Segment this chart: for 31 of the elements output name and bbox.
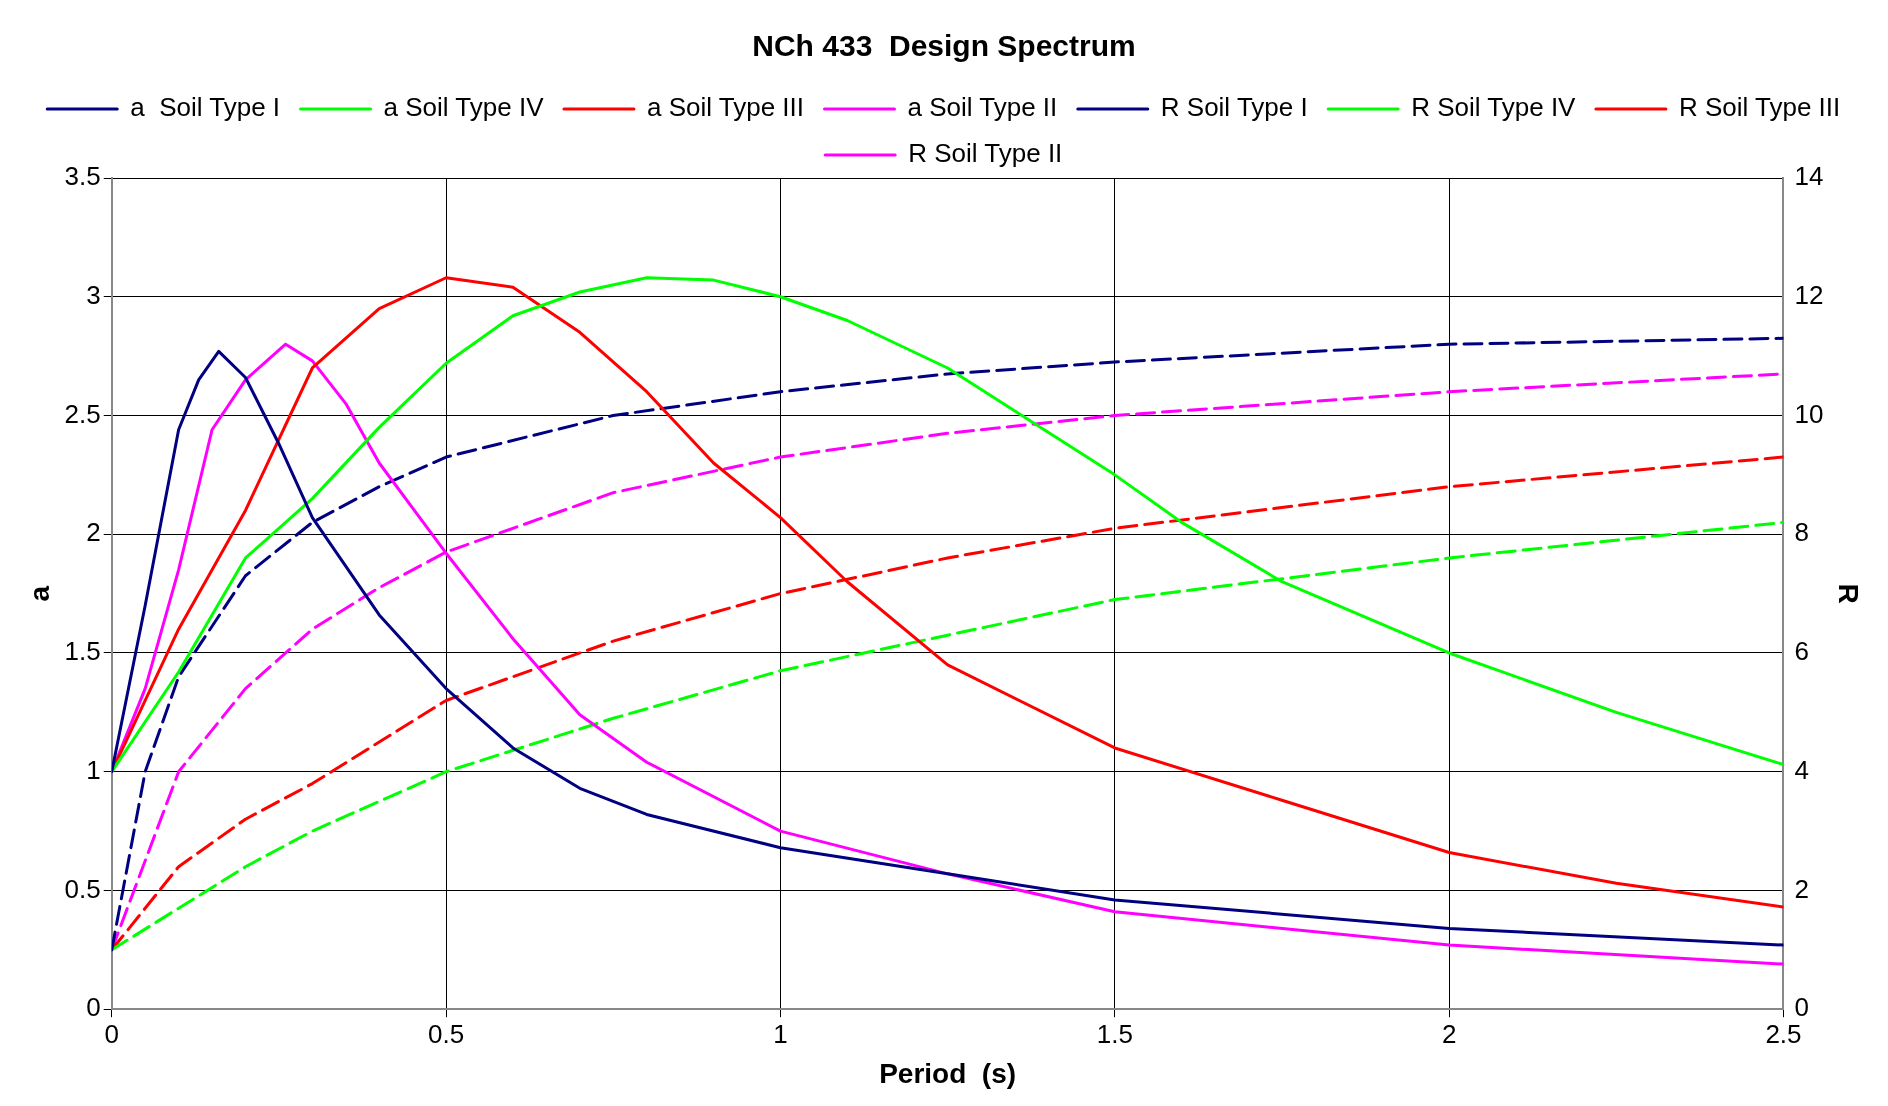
legend-label: R Soil Type III xyxy=(1678,92,1841,123)
x-tick-label: 1.5 xyxy=(1096,1018,1133,1049)
y-tick-label: 3.5 xyxy=(64,161,101,192)
y-tick-label: 1.5 xyxy=(64,636,101,667)
x-axis-title: Period (s) xyxy=(879,1057,1017,1089)
y2-tick-label: 12 xyxy=(1794,279,1824,310)
y2-tick-label: 14 xyxy=(1794,161,1824,192)
y2-axis-title: R xyxy=(1833,583,1865,604)
y2-tick-label: 2 xyxy=(1794,873,1809,904)
x-tick-label: 2 xyxy=(1441,1018,1457,1049)
x-tick-label: 0.5 xyxy=(428,1018,465,1049)
legend-label: R Soil Type IV xyxy=(1411,92,1577,123)
y-tick-label: 0 xyxy=(86,992,101,1023)
legend-label: R Soil Type II xyxy=(908,138,1063,169)
legend-label: a Soil Type II xyxy=(907,92,1058,123)
y-tick-label: 3 xyxy=(86,279,101,310)
y-tick-label: 0.5 xyxy=(64,873,101,904)
legend-label: a Soil Type III xyxy=(646,92,805,123)
y2-tick-label: 10 xyxy=(1794,398,1824,429)
y-tick-label: 1 xyxy=(86,754,101,785)
y-axis-title: a xyxy=(23,585,55,602)
legend-label: a Soil Type I xyxy=(130,92,281,123)
y2-tick-label: 6 xyxy=(1794,636,1809,667)
y2-tick-label: 4 xyxy=(1794,754,1809,785)
y-tick-label: 2 xyxy=(86,517,101,548)
legend-label: R Soil Type I xyxy=(1160,92,1308,123)
y-tick-label: 2.5 xyxy=(64,398,101,429)
chart-title: NCh 433 Design Spectrum xyxy=(752,29,1136,63)
y2-tick-label: 8 xyxy=(1794,517,1809,548)
legend-label: a Soil Type IV xyxy=(383,92,545,123)
x-tick-label: 1 xyxy=(773,1018,788,1049)
